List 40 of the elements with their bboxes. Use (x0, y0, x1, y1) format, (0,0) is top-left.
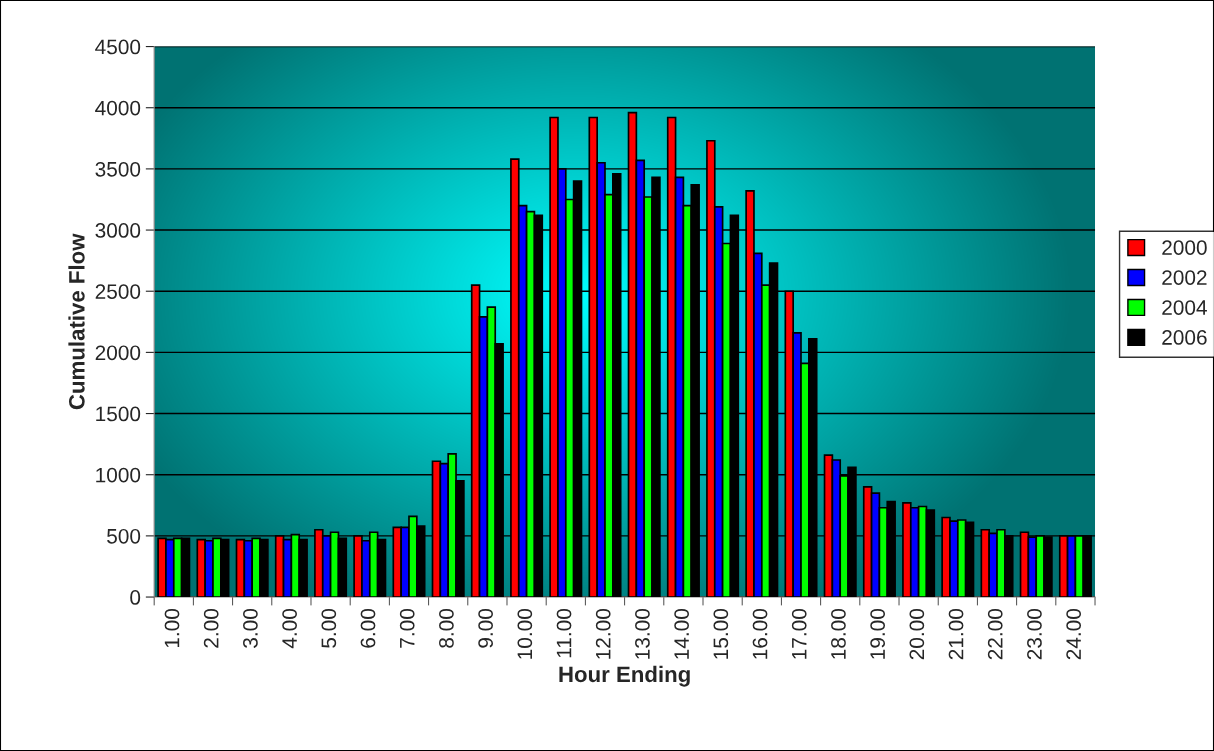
y-tick-label: 4000 (95, 100, 141, 116)
x-tick-label: 12.00 (595, 608, 611, 659)
x-tick-label: 22.00 (987, 608, 1003, 660)
x-tick-label: 4.00 (282, 608, 297, 649)
legend-label: 2002 (1162, 270, 1207, 285)
x-tick-label: 24.00 (1066, 608, 1082, 660)
x-tick-label: 20.00 (909, 608, 925, 660)
y-tick-label: 1500 (96, 406, 141, 422)
x-axis-title: Hour Ending (559, 665, 690, 687)
x-tick-label: 1.00 (164, 608, 180, 648)
x-tick-label: 5.00 (321, 608, 337, 648)
y-tick-label: 1000 (96, 467, 141, 483)
y-axis-title: Cumulative Flow (68, 233, 85, 410)
y-tick-label: 4500 (95, 39, 141, 55)
y-tick-label: 2500 (95, 284, 141, 299)
x-tick-label: 14.00 (674, 608, 689, 659)
x-tick-label: 23.00 (1027, 608, 1042, 660)
legend-label: 2000 (1162, 240, 1207, 256)
y-tick-label: 500 (107, 528, 141, 544)
x-tick-label: 13.00 (635, 608, 650, 659)
x-tick-label: 19.00 (870, 608, 886, 659)
x-tick-label: 18.00 (831, 608, 846, 659)
x-tick-label: 2.00 (203, 608, 219, 648)
x-tick-label: 17.00 (791, 608, 807, 659)
legend-label: 2004 (1162, 300, 1207, 315)
y-tick-label: 2000 (95, 345, 141, 361)
x-tick-label: 15.00 (713, 608, 729, 659)
y-tick-label: 0 (130, 590, 141, 605)
legend-label: 2006 (1162, 330, 1207, 345)
x-tick-label: 7.00 (399, 608, 415, 648)
x-tick-label: 6.00 (360, 608, 376, 648)
x-tick-label: 3.00 (243, 608, 258, 648)
x-tick-label: 16.00 (752, 608, 768, 659)
y-tick-label: 3000 (95, 223, 141, 238)
x-tick-label: 21.00 (948, 608, 964, 660)
y-tick-label: 3500 (95, 161, 141, 177)
x-tick-label: 11.00 (556, 608, 572, 658)
x-tick-label: 10.00 (517, 608, 533, 659)
x-tick-label: 9.00 (478, 608, 493, 648)
x-tick-label: 8.00 (439, 608, 454, 648)
